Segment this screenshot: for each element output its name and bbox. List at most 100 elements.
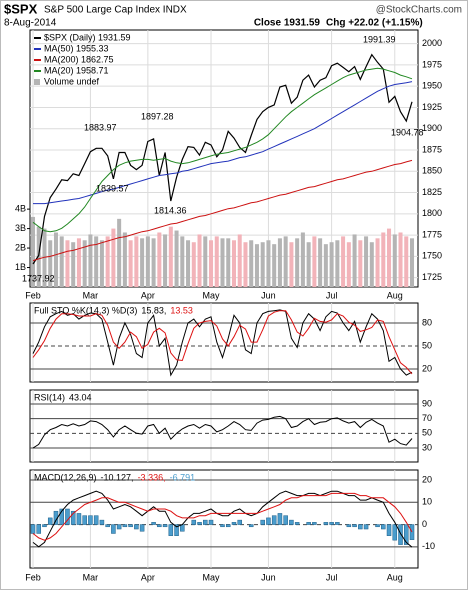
series-line <box>32 159 413 262</box>
bar <box>105 524 110 528</box>
series-line <box>33 81 413 205</box>
bar <box>392 524 398 541</box>
bar <box>122 232 127 287</box>
bar <box>174 524 179 536</box>
bar <box>139 524 145 532</box>
bar <box>220 524 225 528</box>
bar <box>214 236 219 287</box>
source: @StockCharts.com <box>376 5 462 16</box>
legend-value: -6.791 <box>170 472 196 482</box>
legend-label: MA(200) 1862.75 <box>44 54 114 64</box>
bar <box>260 519 265 525</box>
bar <box>65 508 70 525</box>
bar <box>283 236 288 287</box>
bar <box>375 238 380 287</box>
bar <box>203 236 208 287</box>
x-tick-label: Aug <box>387 290 403 300</box>
legend-label: Volume undef <box>44 76 100 86</box>
bar <box>128 240 133 287</box>
legend-label: $SPX (Daily) 1931.59 <box>44 32 131 42</box>
bar <box>260 242 265 287</box>
bar <box>82 240 87 287</box>
bar <box>294 522 300 525</box>
bar <box>243 242 248 287</box>
bar <box>197 234 202 287</box>
bar <box>386 524 392 536</box>
bar <box>346 524 352 528</box>
y-tick-label: 80 <box>422 317 432 327</box>
bar <box>266 240 271 287</box>
y-tick-label: 1900 <box>422 123 442 133</box>
annotation: 1904.78 <box>391 127 424 137</box>
bar <box>82 515 87 525</box>
series-line <box>32 310 413 375</box>
bar <box>47 517 53 525</box>
annotation: 1897.28 <box>141 111 174 121</box>
bar <box>99 519 105 525</box>
bar <box>300 232 305 287</box>
y-tick-label: 10 <box>422 497 432 507</box>
bar <box>398 232 403 287</box>
y-tick-label: 1800 <box>422 208 442 218</box>
bar <box>403 524 409 545</box>
bar <box>65 240 70 287</box>
bar <box>122 524 128 528</box>
bar <box>145 236 150 287</box>
y2-tick-label: 3B <box>15 223 26 233</box>
bar <box>335 522 340 525</box>
y-tick-label: 1950 <box>422 81 442 91</box>
symbol: $SPX <box>4 1 38 16</box>
bar <box>271 515 277 525</box>
bar <box>42 524 47 528</box>
y-tick-label: 1775 <box>422 229 442 239</box>
bar <box>174 230 179 287</box>
bar <box>220 238 225 287</box>
bar <box>237 519 242 525</box>
bar <box>231 522 237 525</box>
bar <box>375 524 380 528</box>
bar <box>168 226 173 287</box>
x-tick-label: May <box>203 290 221 300</box>
bar <box>392 234 397 287</box>
y-tick-label: 70 <box>422 413 432 423</box>
bar <box>329 242 334 287</box>
annotation: 1839.57 <box>96 183 129 193</box>
series-line <box>32 67 413 233</box>
bar <box>71 242 76 287</box>
bar <box>30 524 36 534</box>
bar <box>312 236 317 287</box>
x-tick-label: Jun <box>261 572 276 582</box>
x-tick-label: Jun <box>261 290 276 300</box>
bar <box>111 228 116 287</box>
bar <box>289 242 294 287</box>
bar <box>226 238 231 287</box>
bar <box>352 524 357 528</box>
legend-swatch <box>34 79 40 85</box>
bar <box>191 519 197 525</box>
bar <box>277 513 283 525</box>
panel-frame <box>29 389 419 463</box>
annotation: 1883.97 <box>84 122 117 132</box>
bar <box>231 240 236 287</box>
bar <box>163 234 168 287</box>
bar <box>30 216 36 287</box>
annotation: 1814.36 <box>154 205 187 215</box>
bar <box>209 240 214 287</box>
annotation: 1991.39 <box>363 34 396 44</box>
legend-value: -10.127, <box>101 472 134 482</box>
series-line <box>32 415 413 449</box>
bar <box>341 236 346 287</box>
bar <box>128 524 133 528</box>
y-tick-label: 20 <box>422 363 432 373</box>
series-line <box>32 53 413 265</box>
bar <box>369 242 374 287</box>
bar <box>409 524 415 540</box>
bar <box>381 232 386 287</box>
bar <box>318 238 323 287</box>
bar <box>248 524 254 528</box>
y-tick-label: 1750 <box>422 251 442 261</box>
y-tick-label: 1975 <box>422 59 442 69</box>
y-tick-label: 1825 <box>422 187 442 197</box>
bar <box>306 242 311 287</box>
y-tick-label: -10 <box>422 541 435 551</box>
